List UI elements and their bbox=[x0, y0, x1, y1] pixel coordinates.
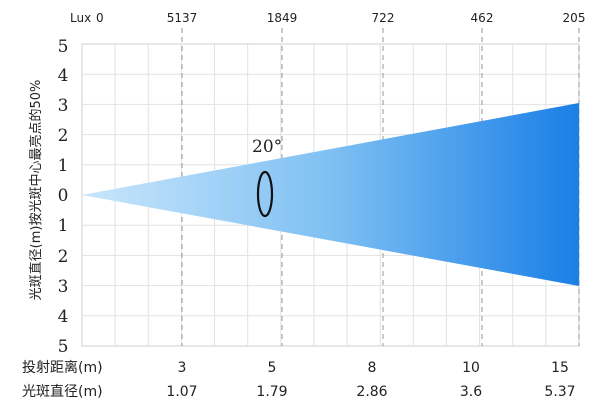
beam-angle-label: 20° bbox=[252, 137, 282, 157]
lux-value: 205 bbox=[563, 11, 586, 25]
distance-row: 投射距离(m) 3 5 8 10 15 bbox=[22, 359, 569, 376]
lux-value: 1849 bbox=[267, 11, 298, 25]
distance-value: 5 bbox=[268, 360, 277, 376]
y-tick-label: 1 bbox=[58, 156, 69, 176]
y-tick-label: 2 bbox=[58, 247, 69, 267]
y-tick-label: 4 bbox=[58, 307, 69, 327]
diameter-value: 1.79 bbox=[256, 384, 287, 400]
diameter-value: 3.6 bbox=[460, 384, 482, 400]
y-tick-label: 3 bbox=[58, 96, 69, 116]
distance-value: 15 bbox=[551, 360, 569, 376]
beam-cone bbox=[82, 103, 579, 286]
diameter-row: 光斑直径(m) 1.07 1.79 2.86 3.6 5.37 bbox=[22, 383, 576, 400]
y-tick-label: 4 bbox=[58, 66, 69, 86]
y-tick-label: 0 bbox=[58, 186, 69, 206]
diameter-row-label: 光斑直径(m) bbox=[22, 383, 103, 400]
y-tick-label: 5 bbox=[58, 337, 69, 357]
lux-value: 462 bbox=[471, 11, 494, 25]
y-tick-label: 5 bbox=[58, 37, 69, 57]
lux-value: 722 bbox=[372, 11, 395, 25]
lux-value: 0 bbox=[96, 11, 104, 25]
beam-cross-section bbox=[256, 170, 274, 218]
distance-markers bbox=[181, 28, 580, 346]
distance-value: 10 bbox=[462, 360, 480, 376]
lux-header: Lux 0 5137 1849 722 462 205 bbox=[70, 11, 585, 25]
y-tick-label: 2 bbox=[58, 126, 69, 146]
distance-row-label: 投射距离(m) bbox=[22, 359, 103, 376]
y-tick-label: 1 bbox=[58, 216, 69, 236]
distance-value: 8 bbox=[368, 360, 377, 376]
distance-value: 3 bbox=[178, 360, 187, 376]
lux-value: 5137 bbox=[167, 11, 198, 25]
diameter-value: 2.86 bbox=[356, 384, 387, 400]
y-axis-label: 光斑直径(m)按光斑中心最亮点的50% bbox=[28, 80, 44, 301]
diameter-value: 1.07 bbox=[166, 384, 197, 400]
y-tick-label: 3 bbox=[58, 277, 69, 297]
y-axis-ticks: 5 4 3 2 1 0 1 2 3 4 5 bbox=[58, 37, 69, 357]
diameter-value: 5.37 bbox=[544, 384, 575, 400]
lux-label: Lux bbox=[70, 11, 91, 25]
